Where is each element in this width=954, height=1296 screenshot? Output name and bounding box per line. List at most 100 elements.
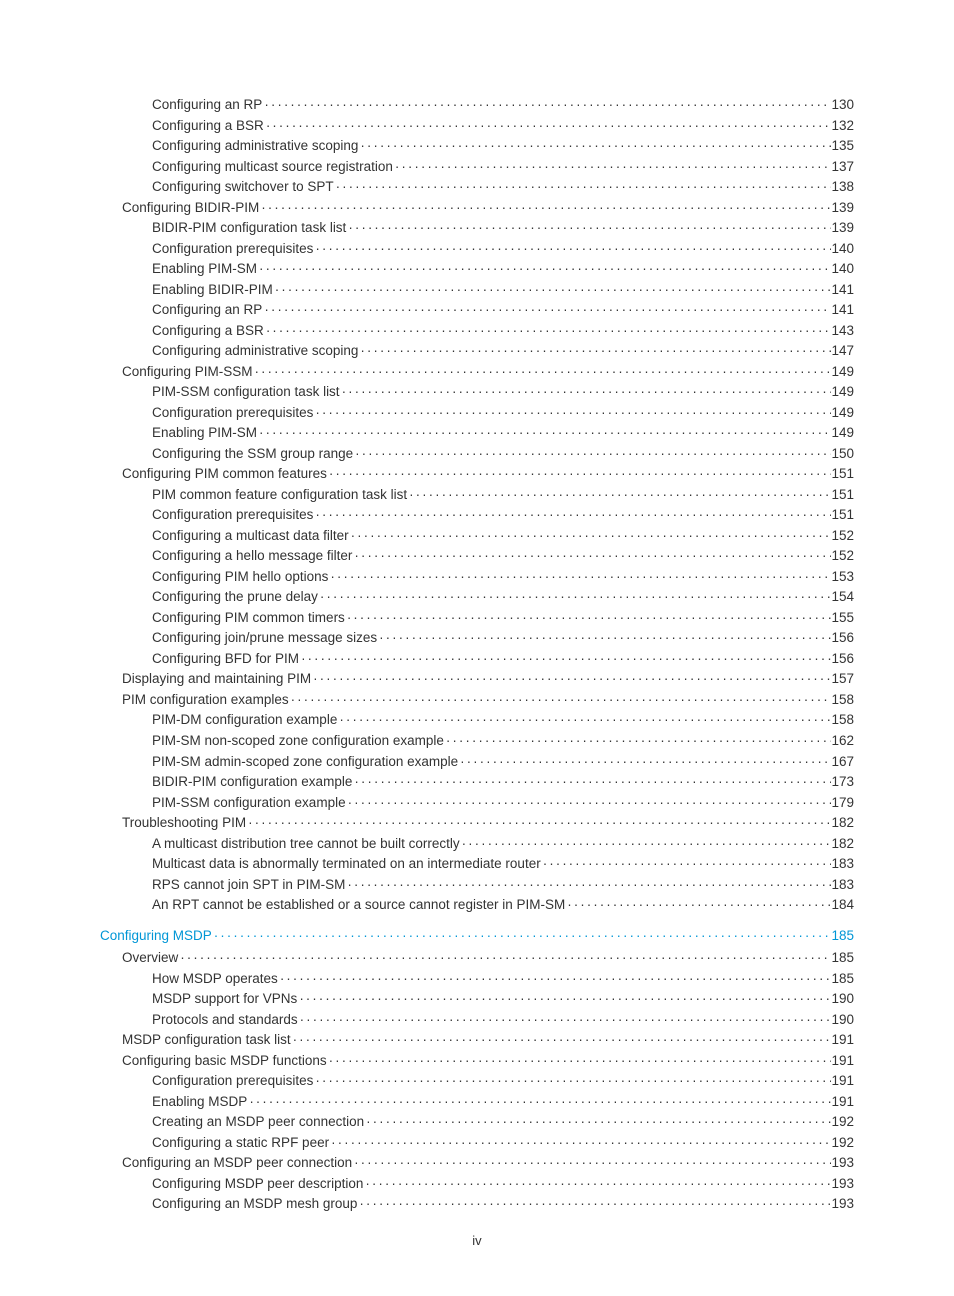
toc-entry[interactable]: Configuring PIM-SSM·····················… xyxy=(100,362,854,383)
toc-entry[interactable]: Configuring a multicast data filter·····… xyxy=(100,526,854,547)
toc-entry[interactable]: Configuring PIM hello options···········… xyxy=(100,567,854,588)
toc-entry-page: 192 xyxy=(831,1133,854,1154)
toc-entry-page: 179 xyxy=(831,793,854,814)
toc-entry[interactable]: Configuring an RP·······················… xyxy=(100,300,854,321)
toc-entry-page: 191 xyxy=(831,1092,854,1113)
toc-entry[interactable]: An RPT cannot be established or a source… xyxy=(100,895,854,916)
toc-entry-page: 182 xyxy=(831,813,854,834)
toc-entry[interactable]: Configuration prerequisites·············… xyxy=(100,505,854,526)
toc-entry-page: 153 xyxy=(831,567,854,588)
toc-entry[interactable]: Configuring the SSM group range·········… xyxy=(100,444,854,465)
toc-entry[interactable]: A multicast distribution tree cannot be … xyxy=(100,834,854,855)
toc-entry[interactable]: Configuring an RP·······················… xyxy=(100,95,854,116)
toc-entry-page: 185 xyxy=(831,969,854,990)
toc-entry[interactable]: PIM-DM configuration example············… xyxy=(100,710,854,731)
toc-entry[interactable]: Configuring a BSR·······················… xyxy=(100,116,854,137)
toc-entry[interactable]: Creating an MSDP peer connection········… xyxy=(100,1112,854,1133)
toc-entry[interactable]: MSDP support for VPNs···················… xyxy=(100,989,854,1010)
table-of-contents: Configuring an RP·······················… xyxy=(100,95,854,1215)
toc-entry[interactable]: Configuring an MSDP peer connection·····… xyxy=(100,1153,854,1174)
toc-entry-title: Configuring an MSDP mesh group xyxy=(152,1194,357,1215)
toc-entry[interactable]: Configuration prerequisites·············… xyxy=(100,403,854,424)
toc-entry[interactable]: Configuring administrative scoping······… xyxy=(100,341,854,362)
toc-entry[interactable]: Enabling MSDP···························… xyxy=(100,1092,854,1113)
toc-entry-title: Configuring administrative scoping xyxy=(152,136,358,157)
toc-entry[interactable]: Troubleshooting PIM·····················… xyxy=(100,813,854,834)
toc-entry[interactable]: Displaying and maintaining PIM··········… xyxy=(100,669,854,690)
toc-entry-title: Enabling PIM-SM xyxy=(152,259,257,280)
toc-entry[interactable]: Enabling BIDIR-PIM······················… xyxy=(100,280,854,301)
toc-leader-dots: ········································… xyxy=(327,1051,832,1072)
toc-entry-page: 183 xyxy=(831,854,854,875)
toc-entry-title: Configuring switchover to SPT xyxy=(152,177,334,198)
toc-leader-dots: ········································… xyxy=(340,382,832,403)
toc-entry[interactable]: Configuration prerequisites·············… xyxy=(100,239,854,260)
toc-entry-title: An RPT cannot be established or a source… xyxy=(152,895,565,916)
toc-leader-dots: ········································… xyxy=(357,1194,831,1215)
toc-entry[interactable]: Configuring a BSR·······················… xyxy=(100,321,854,342)
toc-leader-dots: ········································… xyxy=(313,403,831,424)
toc-entry[interactable]: Configuring administrative scoping······… xyxy=(100,136,854,157)
toc-entry-page: 151 xyxy=(831,464,854,485)
toc-leader-dots: ········································… xyxy=(311,669,831,690)
toc-entry[interactable]: Configuring MSDP························… xyxy=(100,926,854,947)
toc-leader-dots: ········································… xyxy=(291,1030,832,1051)
toc-entry-page: 139 xyxy=(831,198,854,219)
toc-entry-title: Enabling BIDIR-PIM xyxy=(152,280,273,301)
toc-entry[interactable]: Configuring BFD for PIM·················… xyxy=(100,649,854,670)
toc-entry[interactable]: Configuring MSDP peer description·······… xyxy=(100,1174,854,1195)
toc-leader-dots: ········································… xyxy=(212,926,832,947)
toc-entry-title: Configuring a hello message filter xyxy=(152,546,352,567)
toc-entry[interactable]: Enabling PIM-SM·························… xyxy=(100,423,854,444)
toc-leader-dots: ········································… xyxy=(358,341,831,362)
toc-entry[interactable]: PIM-SM non-scoped zone configuration exa… xyxy=(100,731,854,752)
toc-entry[interactable]: RPS cannot join SPT in PIM-SM···········… xyxy=(100,875,854,896)
toc-entry-page: 191 xyxy=(831,1051,854,1072)
toc-entry[interactable]: PIM-SSM configuration task list·········… xyxy=(100,382,854,403)
toc-entry-page: 138 xyxy=(831,177,854,198)
toc-entry[interactable]: Enabling PIM-SM·························… xyxy=(100,259,854,280)
toc-leader-dots: ········································… xyxy=(327,464,832,485)
toc-leader-dots: ········································… xyxy=(352,546,831,567)
toc-entry[interactable]: Configuration prerequisites·············… xyxy=(100,1071,854,1092)
toc-entry-title: RPS cannot join SPT in PIM-SM xyxy=(152,875,345,896)
toc-entry-title: Configuration prerequisites xyxy=(152,505,313,526)
toc-entry[interactable]: Configuring an MSDP mesh group··········… xyxy=(100,1194,854,1215)
toc-leader-dots: ········································… xyxy=(298,1010,832,1031)
toc-entry[interactable]: PIM common feature configuration task li… xyxy=(100,485,854,506)
toc-entry-page: 135 xyxy=(831,136,854,157)
toc-entry-title: MSDP configuration task list xyxy=(122,1030,291,1051)
toc-entry[interactable]: Configuring a hello message filter······… xyxy=(100,546,854,567)
toc-entry[interactable]: Configuring PIM common features·········… xyxy=(100,464,854,485)
toc-entry[interactable]: MSDP configuration task list············… xyxy=(100,1030,854,1051)
toc-entry[interactable]: Multicast data is abnormally terminated … xyxy=(100,854,854,875)
toc-leader-dots: ········································… xyxy=(313,239,831,260)
toc-entry[interactable]: How MSDP operates·······················… xyxy=(100,969,854,990)
toc-entry[interactable]: Configuring basic MSDP functions········… xyxy=(100,1051,854,1072)
toc-entry-page: 155 xyxy=(831,608,854,629)
toc-entry[interactable]: Configuring a static RPF peer···········… xyxy=(100,1133,854,1154)
toc-entry[interactable]: Overview································… xyxy=(100,948,854,969)
toc-entry[interactable]: Configuring PIM common timers···········… xyxy=(100,608,854,629)
toc-entry-page: 147 xyxy=(831,341,854,362)
toc-entry[interactable]: PIM configuration examples··············… xyxy=(100,690,854,711)
toc-entry-page: 190 xyxy=(831,989,854,1010)
toc-leader-dots: ········································… xyxy=(345,608,832,629)
toc-entry[interactable]: Configuring the prune delay·············… xyxy=(100,587,854,608)
toc-entry[interactable]: Configuring multicast source registratio… xyxy=(100,157,854,178)
toc-entry[interactable]: BIDIR-PIM configuration task list·······… xyxy=(100,218,854,239)
toc-leader-dots: ········································… xyxy=(247,1092,831,1113)
toc-entry-title: Configuring the SSM group range xyxy=(152,444,353,465)
toc-entry-page: 140 xyxy=(831,239,854,260)
toc-entry-title: PIM-SM admin-scoped zone configuration e… xyxy=(152,752,458,773)
toc-entry[interactable]: Configuring switchover to SPT···········… xyxy=(100,177,854,198)
toc-entry[interactable]: BIDIR-PIM configuration example·········… xyxy=(100,772,854,793)
toc-leader-dots: ········································… xyxy=(253,362,832,383)
toc-leader-dots: ········································… xyxy=(358,136,831,157)
toc-entry[interactable]: Protocols and standards·················… xyxy=(100,1010,854,1031)
toc-entry[interactable]: PIM-SSM configuration example···········… xyxy=(100,793,854,814)
toc-entry-page: 152 xyxy=(831,546,854,567)
toc-entry[interactable]: Configuring BIDIR-PIM···················… xyxy=(100,198,854,219)
toc-entry[interactable]: PIM-SM admin-scoped zone configuration e… xyxy=(100,752,854,773)
toc-entry[interactable]: Configuring join/prune message sizes····… xyxy=(100,628,854,649)
